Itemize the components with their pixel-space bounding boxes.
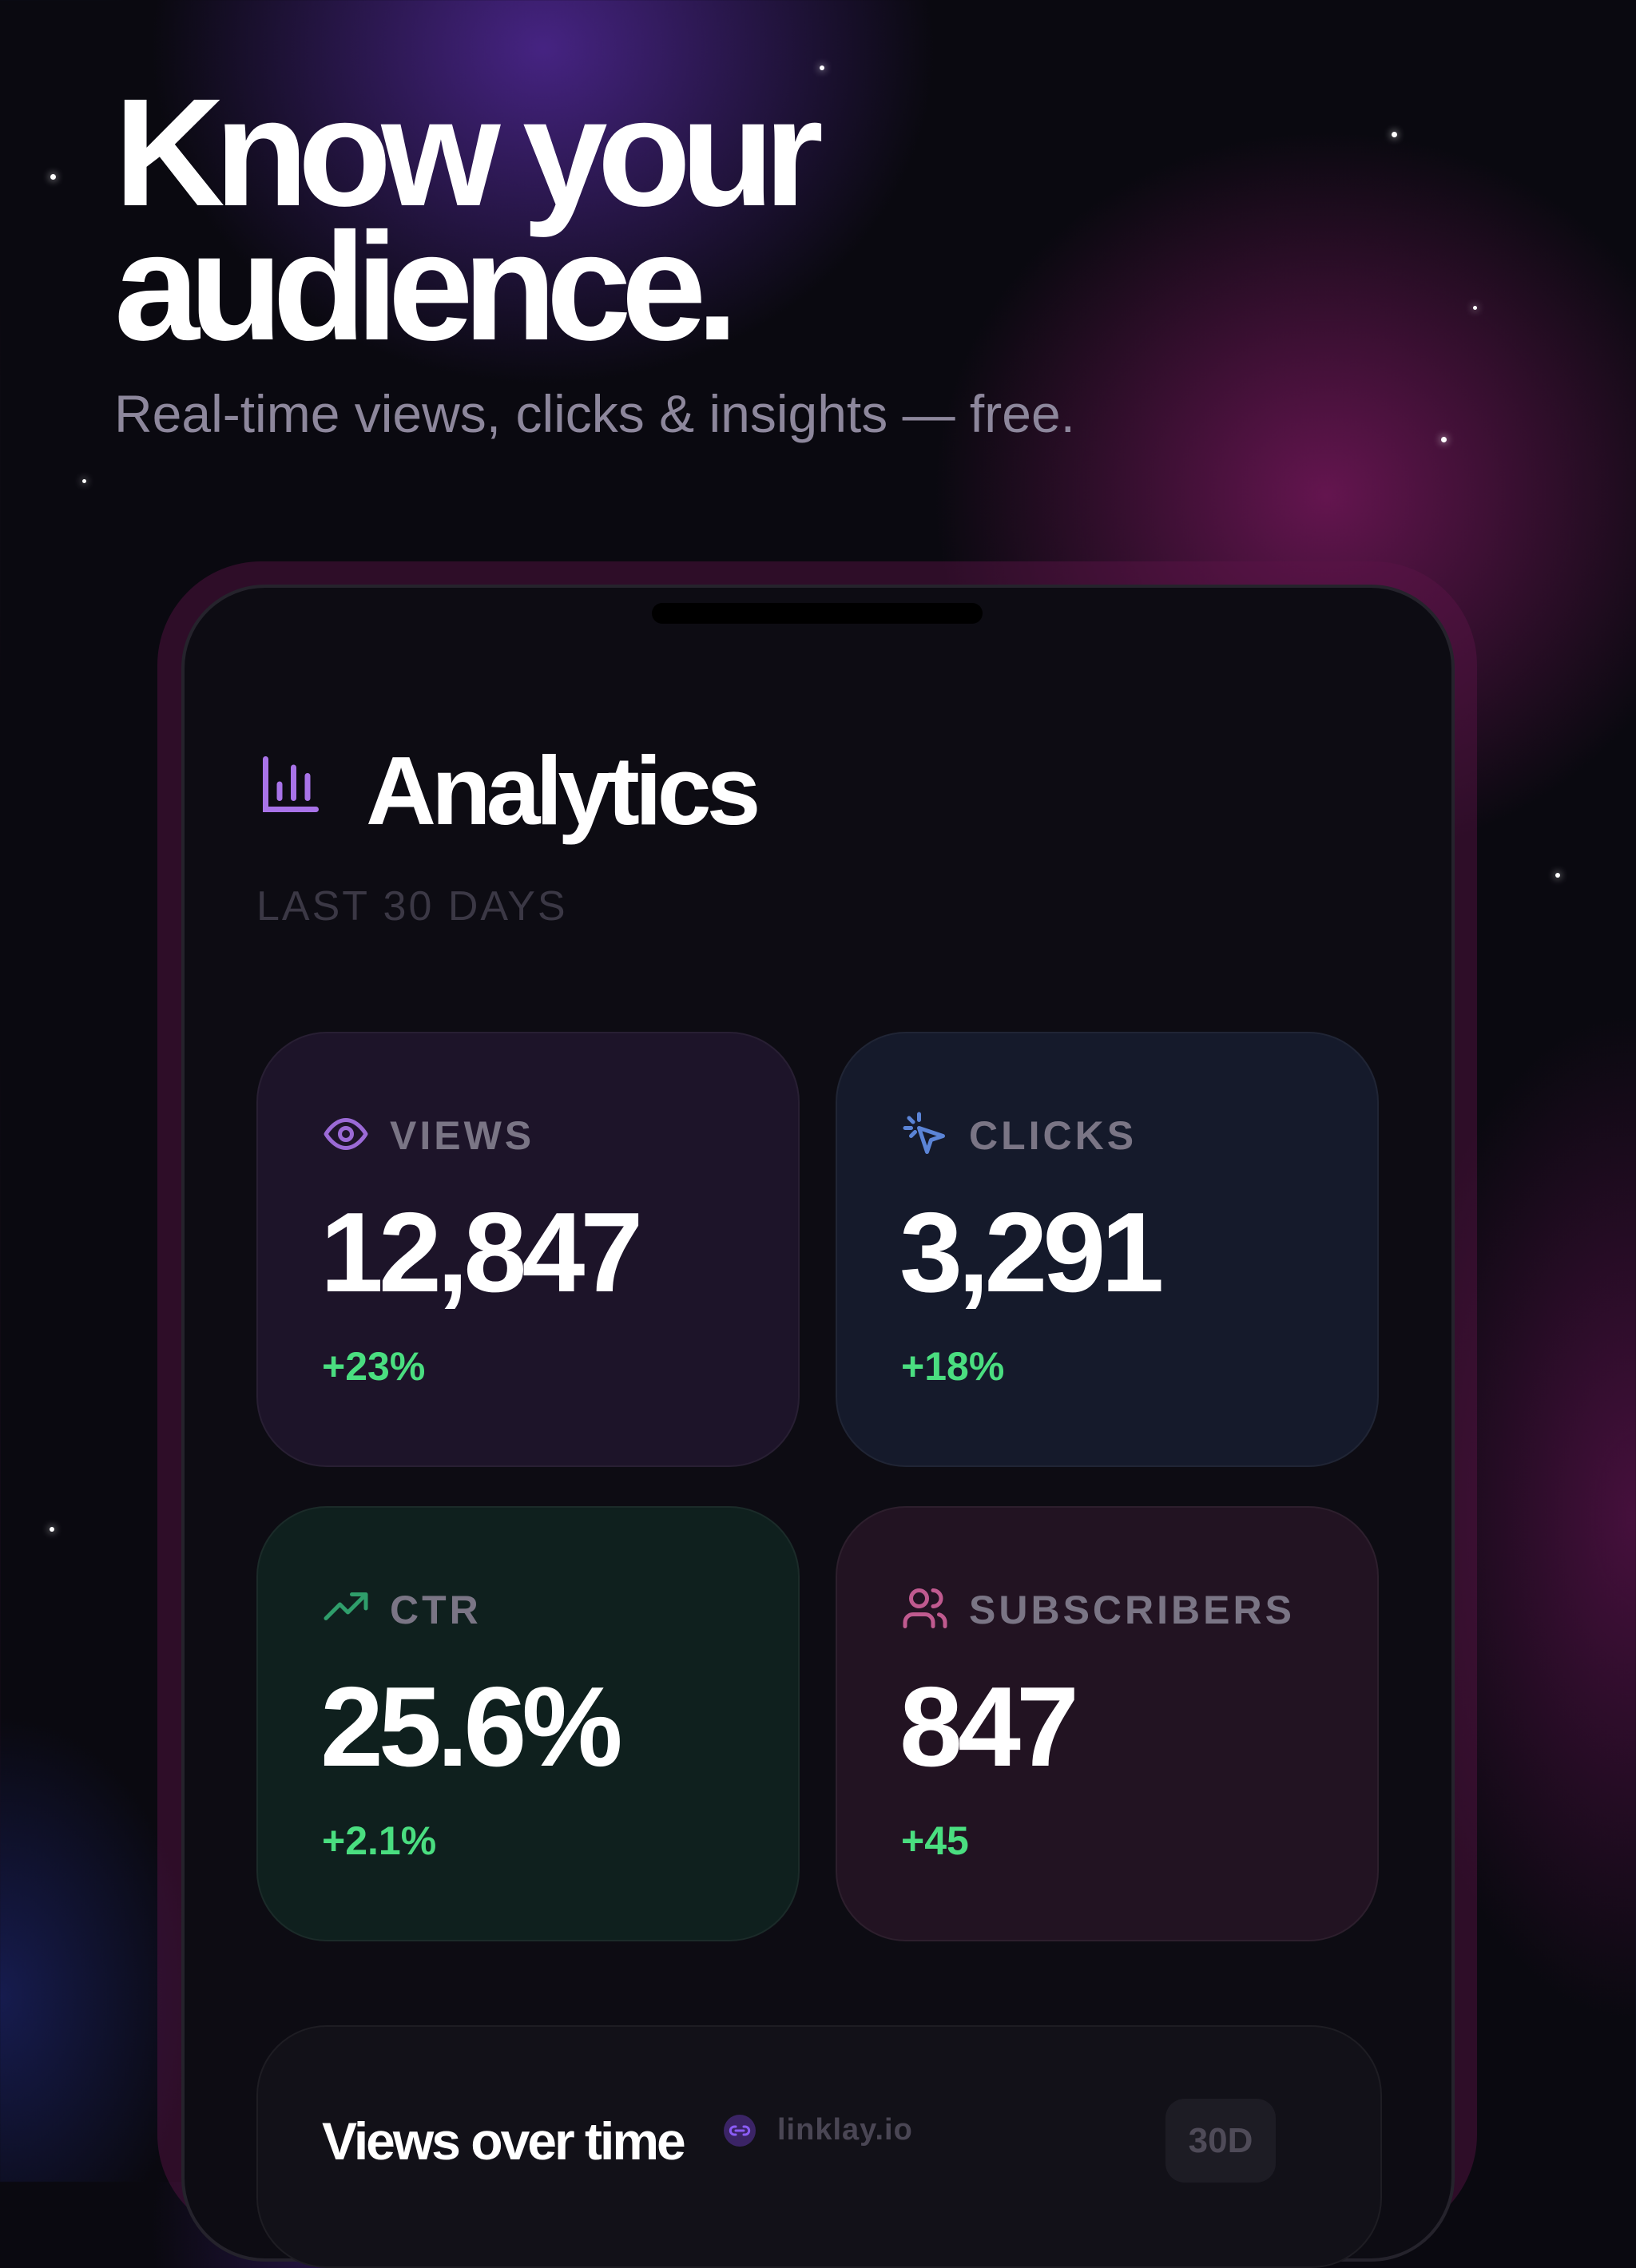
stat-value: 25.6% [320, 1663, 623, 1790]
stat-change: +2.1% [322, 1818, 437, 1863]
star [1441, 437, 1447, 442]
stat-icon [903, 1588, 947, 1628]
stat-icon [324, 1592, 368, 1620]
link-text: linklay.io [777, 2113, 913, 2147]
star [50, 174, 56, 180]
stat-icon [324, 1118, 368, 1150]
chart-title: Views over time [322, 2111, 686, 2171]
star [82, 479, 86, 483]
star [1392, 132, 1397, 137]
stat-change: +45 [901, 1818, 969, 1863]
stat-value: 12,847 [320, 1189, 643, 1316]
stat-card[interactable] [256, 1032, 800, 1467]
analytics-icon [263, 756, 319, 812]
link-icon [724, 2115, 756, 2147]
stat-label: VIEWS [390, 1113, 535, 1158]
stat-card[interactable] [836, 1032, 1379, 1467]
subtitle: Real-time views, clicks & insights — fre… [114, 384, 1075, 443]
period-label: LAST 30 DAYS [256, 883, 568, 930]
star [1555, 873, 1560, 878]
stat-card[interactable] [256, 1506, 800, 1941]
headline: Know your [114, 66, 824, 238]
stat-icon [903, 1112, 945, 1154]
app-title: Analytics [366, 736, 760, 845]
stat-change: +18% [901, 1344, 1005, 1389]
star [1473, 306, 1477, 310]
notch [652, 603, 983, 624]
stat-label: SUBSCRIBERS [969, 1588, 1295, 1632]
range-pill[interactable]: 30D [1165, 2099, 1276, 2183]
headline: audience. [114, 200, 739, 372]
star [820, 65, 824, 70]
stat-change: +23% [322, 1344, 426, 1389]
stat-value: 847 [899, 1663, 1079, 1790]
star [50, 1527, 54, 1532]
stat-label: CTR [390, 1588, 482, 1632]
stat-card[interactable] [836, 1506, 1379, 1941]
stat-value: 3,291 [899, 1189, 1164, 1316]
stat-label: CLICKS [969, 1113, 1138, 1158]
